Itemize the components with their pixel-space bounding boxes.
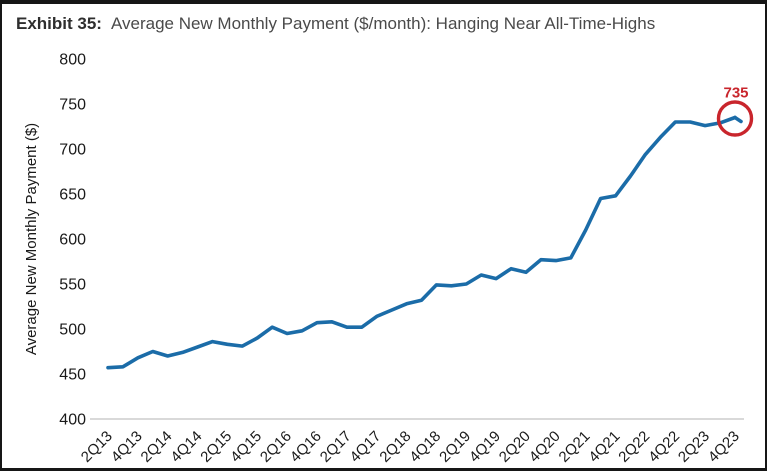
x-tick-label: 4Q16 — [287, 428, 325, 466]
x-tick-label: 2Q22 — [615, 428, 653, 466]
endpoint-value-label: 735 — [723, 85, 748, 102]
x-tick-label: 4Q18 — [406, 428, 444, 466]
chart-title: Exhibit 35: Average New Monthly Payment (… — [16, 13, 757, 35]
y-tick-label: 550 — [59, 277, 86, 294]
series-end-tail — [733, 115, 743, 124]
x-tick-label: 4Q19 — [466, 428, 504, 466]
y-tick-label: 800 — [59, 52, 86, 69]
y-tick-label: 500 — [59, 322, 86, 339]
endpoint-highlight-circle-icon — [716, 100, 754, 137]
x-tick-label: 2Q16 — [257, 428, 295, 466]
x-tick-label: 2Q13 — [78, 428, 116, 466]
y-tick-label: 750 — [59, 97, 86, 114]
x-tick-label: 2Q20 — [496, 428, 534, 466]
x-tick-label: 2Q18 — [376, 428, 414, 466]
x-tick-label: 4Q23 — [705, 428, 743, 466]
x-tick-label: 4Q17 — [347, 428, 385, 466]
x-tick-label: 2Q21 — [556, 428, 594, 466]
exhibit-number-label: Exhibit 35: — [16, 14, 102, 33]
x-tick-label: 2Q14 — [138, 428, 176, 466]
x-tick-label: 2Q15 — [197, 428, 235, 466]
chart-title-text: Average New Monthly Payment ($/month): H… — [110, 14, 656, 33]
x-tick-label: 4Q13 — [108, 428, 146, 466]
y-tick-label: 600 — [59, 232, 86, 249]
y-axis-title: Average New Monthly Payment ($) — [23, 123, 40, 355]
x-tick-label: 4Q15 — [227, 428, 265, 466]
y-tick-label: 450 — [59, 367, 86, 384]
x-tick-label: 2Q19 — [436, 428, 474, 466]
x-tick-label: 4Q21 — [585, 428, 623, 466]
x-tick-label: 4Q22 — [645, 428, 683, 466]
payment-series-line — [106, 115, 737, 370]
y-tick-label: 400 — [59, 412, 86, 429]
y-tick-label: 700 — [59, 142, 86, 159]
y-tick-label: 650 — [59, 187, 86, 204]
x-tick-label: 4Q20 — [526, 428, 564, 466]
x-tick-label: 2Q17 — [317, 428, 355, 466]
payment-line-chart: 800 750 700 650 600 550 500 450 400 Average New M… — [23, 52, 754, 466]
x-tick-label: 2Q23 — [675, 428, 713, 466]
x-tick-label: 4Q14 — [167, 428, 205, 466]
